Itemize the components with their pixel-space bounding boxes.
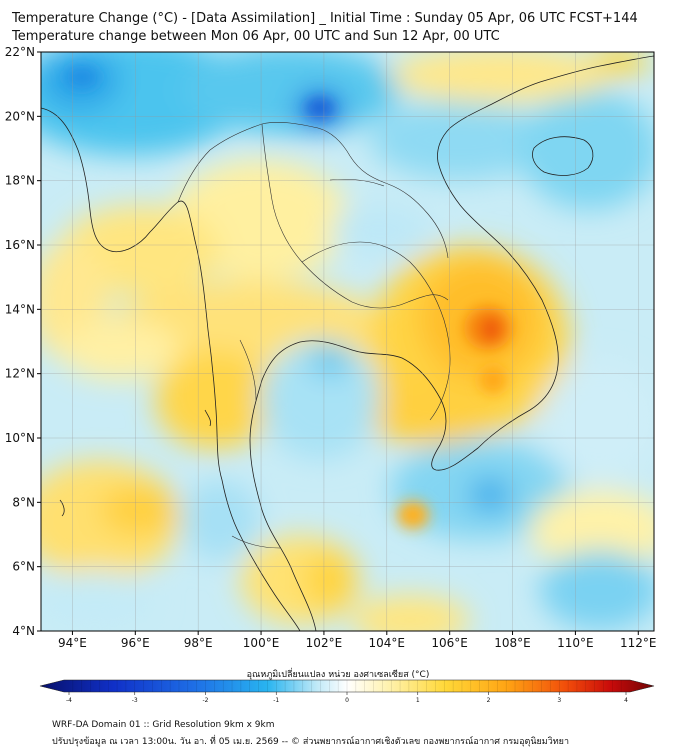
lon-tick-label: 110°E	[557, 636, 594, 650]
lat-tick-label: 6°N	[12, 560, 35, 574]
colorbar-tick-label: 4	[624, 697, 628, 704]
lon-tick-label: 104°E	[369, 636, 406, 650]
lat-tick-label: 10°N	[5, 431, 35, 445]
lon-tick-label: 106°E	[431, 636, 468, 650]
lon-tick-label: 94°E	[58, 636, 87, 650]
colorbar-ramp	[39, 679, 655, 693]
temperature-field	[41, 52, 654, 631]
colorbar-tick-label: -4	[66, 697, 72, 704]
footer-line-1: WRF-DA Domain 01 :: Grid Resolution 9km …	[52, 720, 275, 730]
lat-tick-label: 18°N	[5, 174, 35, 188]
title-line-2: Temperature change between Mon 06 Apr, 0…	[12, 29, 500, 44]
lat-tick-label: 16°N	[5, 238, 35, 252]
colorbar-tick-label: 0	[345, 697, 349, 704]
lat-tick-label: 8°N	[12, 495, 35, 509]
lon-tick-label: 100°E	[243, 636, 280, 650]
lon-tick-label: 108°E	[494, 636, 531, 650]
footer-line-2: ปรับปรุงข้อมูล ณ เวลา 13:00น. วัน อา. ที…	[52, 737, 570, 747]
colorbar-tick-label: 3	[557, 697, 561, 704]
colorbar-tick-label: -2	[203, 697, 209, 704]
colorbar-tick-label: -3	[132, 697, 138, 704]
colorbar-tick-label: 2	[487, 697, 491, 704]
lat-tick-label: 12°N	[5, 367, 35, 381]
title-line-1: Temperature Change (°C) - [Data Assimila…	[12, 11, 638, 26]
colorbar: -4 -3 -2 -1 0 1 2 3 4	[39, 679, 655, 704]
gridlines	[41, 52, 654, 631]
lon-tick-label: 102°E	[306, 636, 343, 650]
lon-tick-label: 112°E	[620, 636, 657, 650]
colorbar-label: อุณหภูมิเปลี่ยนแปลง หน่วย องศาเซลเซียส (…	[246, 670, 430, 680]
lat-tick-label: 22°N	[5, 45, 35, 59]
lat-tick-label: 14°N	[5, 302, 35, 316]
map-axes: 22°N 20°N 18°N 16°N 14°N 12°N 10°N 8°N 6°N 4°N 94°…	[5, 45, 657, 650]
lon-tick-label: 98°E	[184, 636, 213, 650]
colorbar-tick-label: -1	[273, 697, 279, 704]
map-frame	[40, 51, 655, 632]
lon-tick-label: 96°E	[121, 636, 150, 650]
colorbar-tick-label: 1	[416, 697, 420, 704]
lat-tick-label: 20°N	[5, 109, 35, 123]
lat-tick-label: 4°N	[12, 624, 35, 638]
